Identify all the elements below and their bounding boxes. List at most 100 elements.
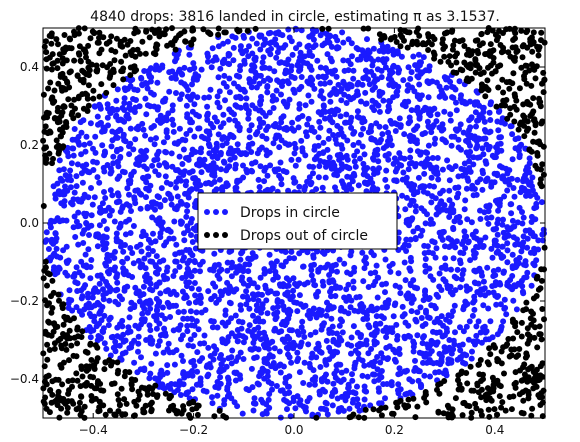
drop-point-out-of-circle bbox=[524, 378, 531, 385]
drop-point-out-of-circle bbox=[181, 28, 188, 35]
drop-point-in-circle bbox=[350, 323, 357, 330]
drop-point-in-circle bbox=[198, 145, 205, 152]
drop-point-in-circle bbox=[410, 185, 417, 192]
drop-point-in-circle bbox=[214, 392, 221, 399]
drop-point-in-circle bbox=[207, 266, 214, 273]
drop-point-in-circle bbox=[431, 303, 438, 309]
drop-point-out-of-circle bbox=[60, 143, 67, 150]
drop-point-in-circle bbox=[385, 355, 391, 362]
drop-point-in-circle bbox=[376, 108, 383, 115]
drop-point-out-of-circle bbox=[104, 64, 111, 71]
drop-point-in-circle bbox=[336, 256, 343, 263]
drop-point-out-of-circle bbox=[405, 396, 412, 403]
drop-point-out-of-circle bbox=[453, 69, 460, 76]
drop-point-in-circle bbox=[261, 178, 268, 185]
drop-point-out-of-circle bbox=[128, 381, 135, 388]
drop-point-in-circle bbox=[387, 268, 394, 275]
drop-point-in-circle bbox=[140, 126, 147, 133]
drop-point-in-circle bbox=[176, 263, 183, 270]
drop-point-in-circle bbox=[419, 227, 426, 234]
drop-point-out-of-circle bbox=[162, 390, 169, 397]
drop-point-in-circle bbox=[405, 242, 412, 249]
drop-point-in-circle bbox=[194, 94, 201, 101]
drop-point-in-circle bbox=[274, 303, 281, 310]
drop-point-in-circle bbox=[221, 72, 228, 79]
drop-point-in-circle bbox=[477, 329, 484, 336]
drop-point-in-circle bbox=[112, 287, 119, 294]
drop-point-in-circle bbox=[95, 231, 102, 238]
drop-point-in-circle bbox=[324, 51, 331, 58]
drop-point-out-of-circle bbox=[519, 389, 526, 396]
drop-point-in-circle bbox=[393, 89, 400, 96]
drop-point-in-circle bbox=[133, 125, 140, 132]
drop-point-in-circle bbox=[336, 284, 343, 291]
drop-point-in-circle bbox=[404, 87, 411, 94]
drop-point-out-of-circle bbox=[536, 138, 542, 145]
drop-point-in-circle bbox=[154, 311, 161, 318]
drop-point-in-circle bbox=[99, 275, 106, 282]
drop-point-in-circle bbox=[285, 56, 292, 63]
x-tick-label: 0.2 bbox=[385, 423, 404, 437]
drop-point-in-circle bbox=[333, 140, 340, 147]
drop-point-in-circle bbox=[306, 48, 313, 55]
drop-point-in-circle bbox=[340, 39, 347, 46]
drop-point-in-circle bbox=[256, 124, 263, 131]
drop-point-in-circle bbox=[447, 117, 454, 124]
drop-point-in-circle bbox=[154, 106, 161, 113]
drop-point-in-circle bbox=[207, 166, 214, 173]
drop-point-in-circle bbox=[74, 280, 81, 287]
drop-point-in-circle bbox=[486, 129, 493, 136]
drop-point-out-of-circle bbox=[410, 395, 417, 402]
drop-point-out-of-circle bbox=[519, 54, 526, 61]
drop-point-in-circle bbox=[72, 234, 79, 240]
drop-point-out-of-circle bbox=[478, 31, 485, 38]
drop-point-in-circle bbox=[270, 305, 277, 312]
drop-point-in-circle bbox=[477, 237, 484, 244]
drop-point-in-circle bbox=[207, 86, 214, 93]
drop-point-in-circle bbox=[346, 405, 353, 412]
drop-point-out-of-circle bbox=[103, 89, 110, 96]
drop-point-in-circle bbox=[340, 57, 347, 64]
drop-point-out-of-circle bbox=[42, 264, 49, 271]
drop-point-in-circle bbox=[466, 318, 473, 325]
drop-point-in-circle bbox=[430, 276, 437, 283]
drop-point-in-circle bbox=[286, 389, 293, 396]
drop-point-in-circle bbox=[414, 332, 421, 339]
drop-point-in-circle bbox=[475, 244, 482, 251]
drop-point-in-circle bbox=[87, 275, 94, 282]
drop-point-in-circle bbox=[193, 309, 200, 316]
drop-point-in-circle bbox=[458, 276, 465, 283]
drop-point-in-circle bbox=[451, 302, 458, 309]
drop-point-in-circle bbox=[257, 336, 264, 343]
drop-point-in-circle bbox=[494, 231, 501, 238]
drop-point-in-circle bbox=[405, 120, 412, 127]
drop-point-in-circle bbox=[113, 230, 120, 237]
drop-point-in-circle bbox=[434, 155, 441, 161]
drop-point-in-circle bbox=[519, 288, 526, 295]
drop-point-in-circle bbox=[205, 58, 211, 65]
drop-point-out-of-circle bbox=[48, 30, 55, 37]
drop-point-in-circle bbox=[426, 124, 433, 131]
drop-point-in-circle bbox=[354, 396, 361, 403]
drop-point-in-circle bbox=[456, 126, 462, 132]
drop-point-in-circle bbox=[154, 79, 161, 86]
drop-point-out-of-circle bbox=[79, 67, 86, 74]
drop-point-in-circle bbox=[539, 237, 546, 244]
drop-point-out-of-circle bbox=[530, 379, 537, 386]
drop-point-in-circle bbox=[179, 288, 186, 295]
drop-point-out-of-circle bbox=[85, 82, 92, 89]
drop-point-in-circle bbox=[454, 266, 461, 273]
drop-point-in-circle bbox=[360, 316, 367, 323]
drop-point-in-circle bbox=[79, 230, 86, 237]
drop-point-in-circle bbox=[158, 185, 165, 192]
drop-point-in-circle bbox=[494, 331, 501, 338]
drop-point-in-circle bbox=[139, 261, 146, 268]
drop-point-in-circle bbox=[122, 231, 129, 238]
drop-point-out-of-circle bbox=[468, 387, 475, 394]
drop-point-in-circle bbox=[345, 281, 352, 288]
drop-point-out-of-circle bbox=[530, 29, 537, 36]
drop-point-in-circle bbox=[216, 275, 223, 282]
drop-point-in-circle bbox=[160, 371, 166, 378]
drop-point-in-circle bbox=[164, 362, 171, 369]
drop-point-in-circle bbox=[499, 221, 506, 228]
